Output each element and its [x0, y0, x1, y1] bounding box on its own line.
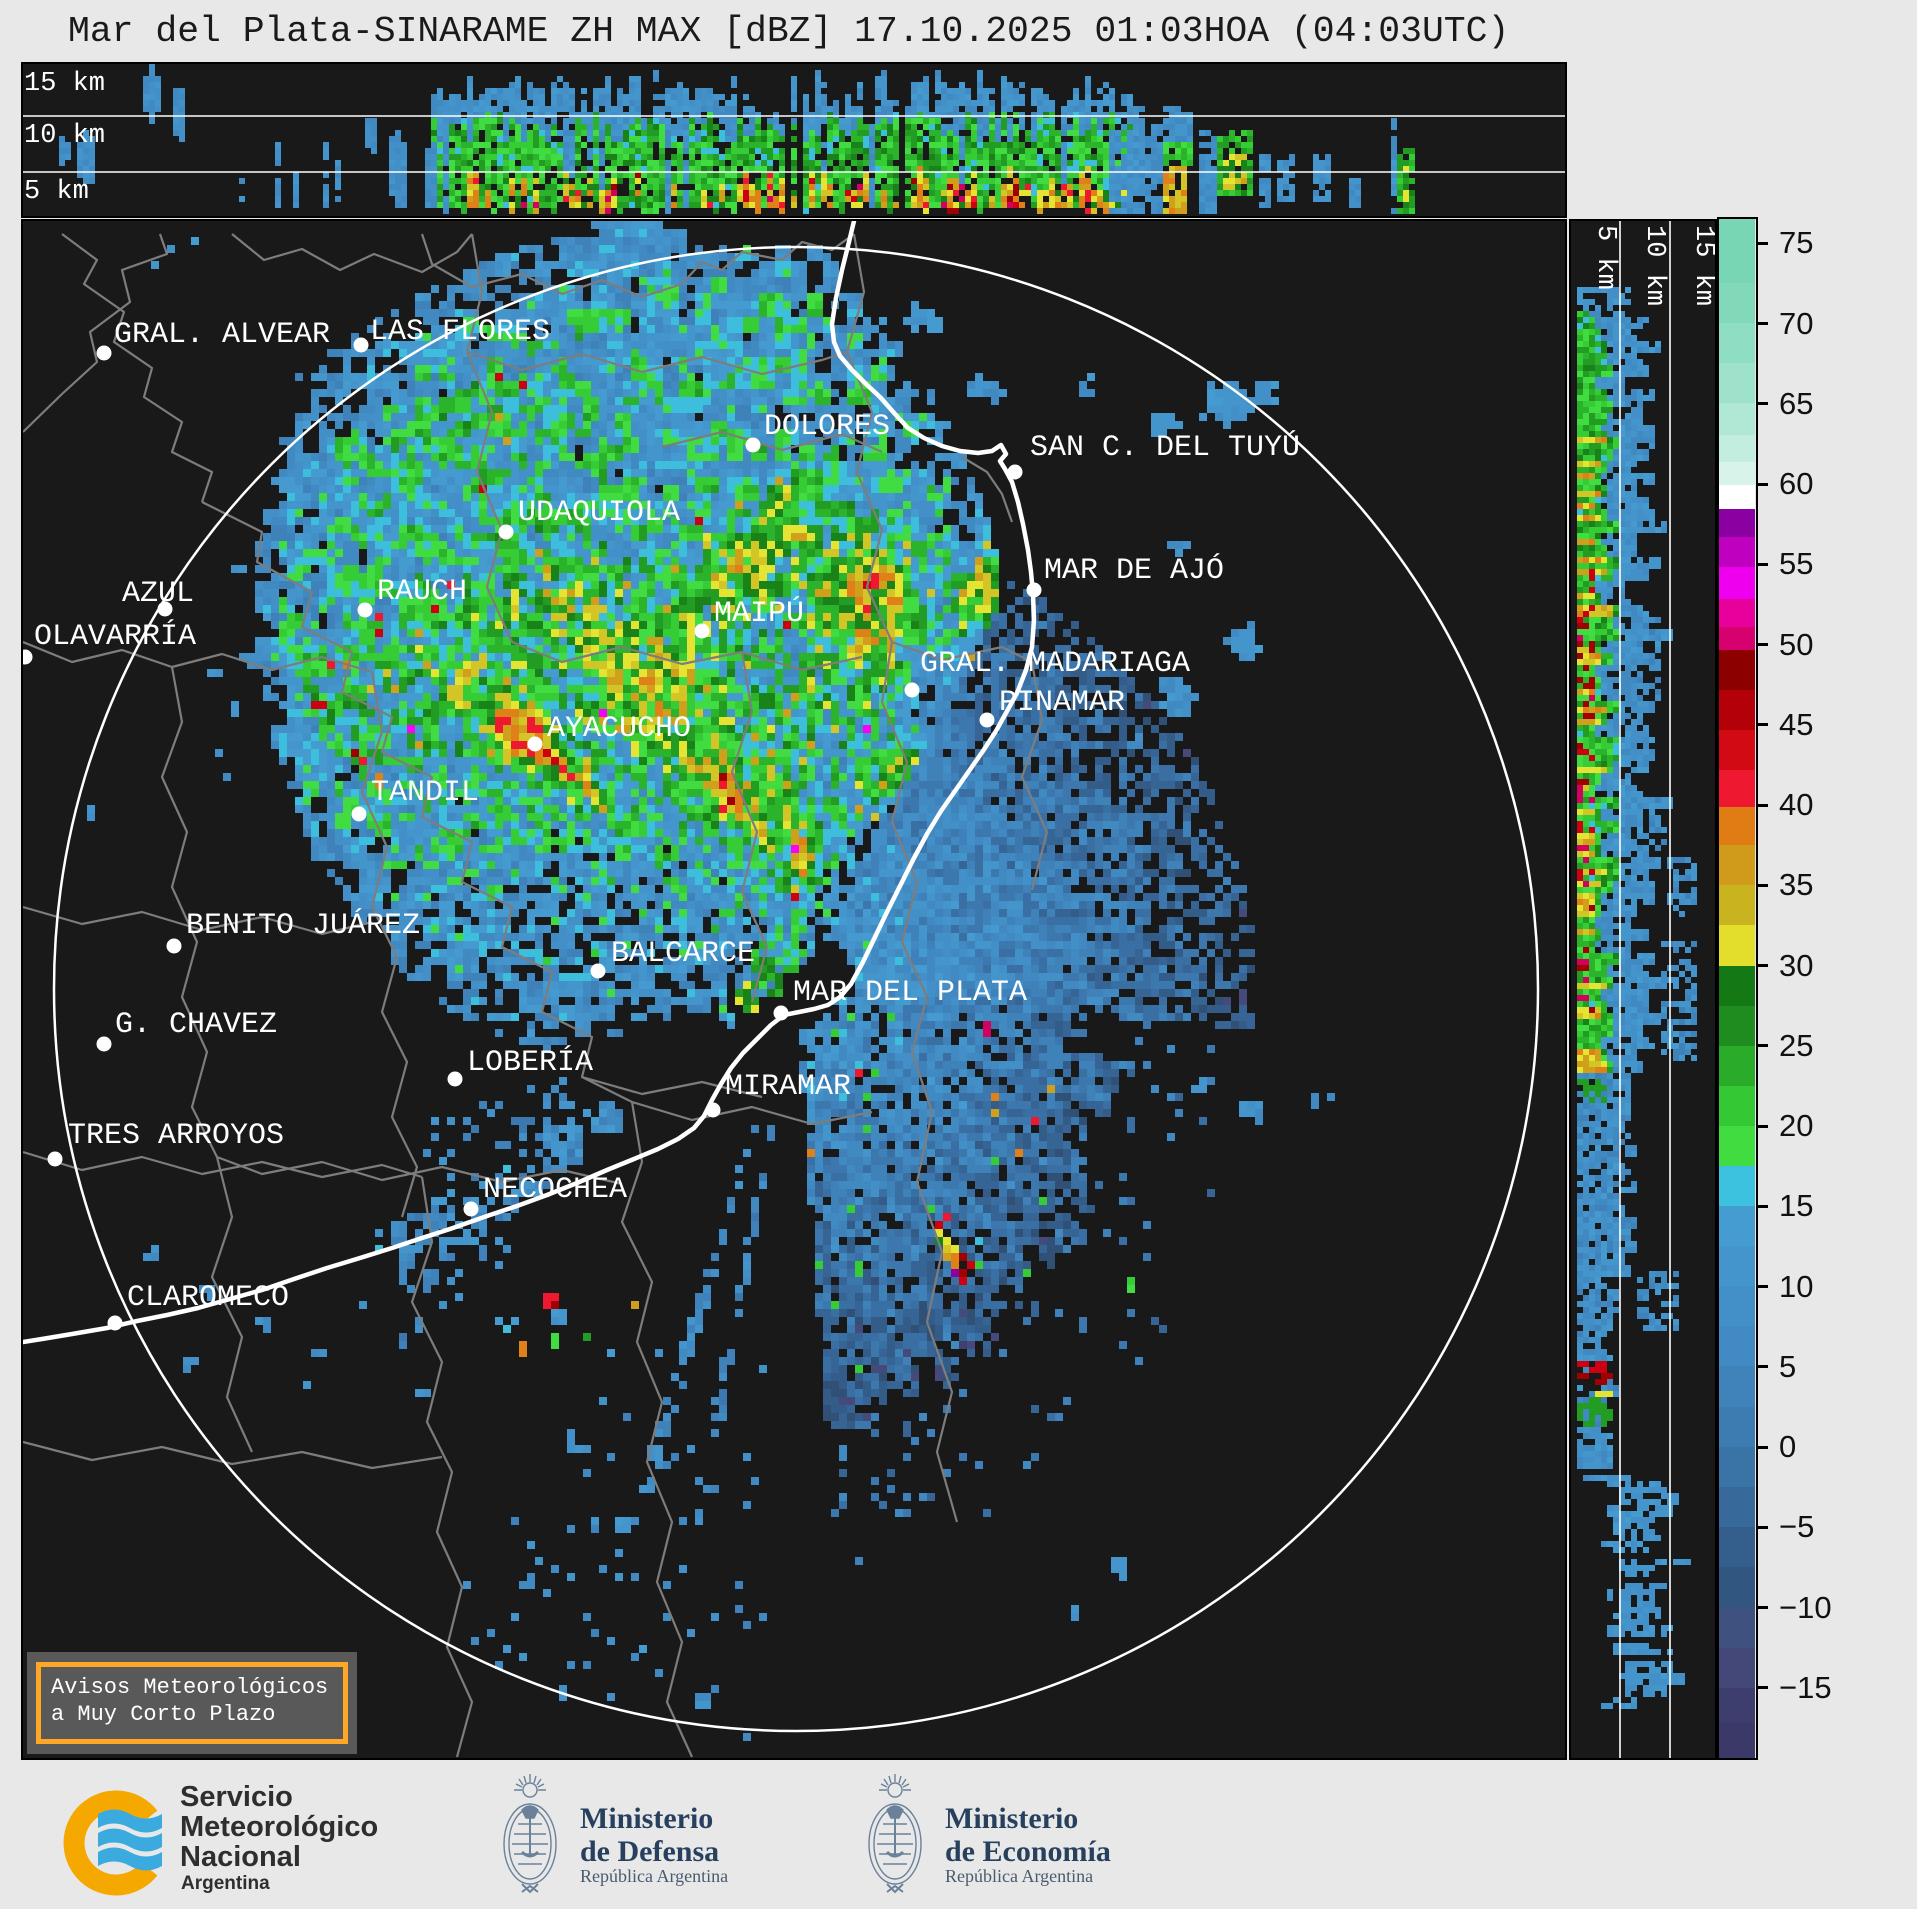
- svg-text:OLAVARRÍA: OLAVARRÍA: [34, 619, 196, 654]
- svg-text:15 km: 15 km: [1688, 225, 1715, 306]
- svg-text:BENITO JUÁREZ: BENITO JUÁREZ: [186, 908, 420, 943]
- svg-text:MAIPÚ: MAIPÚ: [714, 596, 804, 631]
- svg-text:AYACUCHO: AYACUCHO: [547, 712, 691, 746]
- svg-text:MAR DEL PLATA: MAR DEL PLATA: [793, 976, 1027, 1010]
- svg-text:TANDIL: TANDIL: [371, 776, 479, 810]
- svg-text:UDAQUIOLA: UDAQUIOLA: [518, 496, 680, 530]
- svg-text:AZUL: AZUL: [122, 577, 194, 611]
- svg-text:LAS FLORES: LAS FLORES: [370, 315, 550, 349]
- svg-text:TRES ARROYOS: TRES ARROYOS: [68, 1119, 284, 1153]
- svg-text:G. CHAVEZ: G. CHAVEZ: [115, 1008, 277, 1042]
- svg-text:DOLORES: DOLORES: [764, 410, 890, 444]
- svg-text:GRAL. ALVEAR: GRAL. ALVEAR: [114, 318, 330, 352]
- svg-text:BALCARCE: BALCARCE: [611, 937, 755, 971]
- svg-text:15 km: 15 km: [24, 69, 105, 99]
- svg-text:5 km: 5 km: [1590, 225, 1620, 290]
- svg-text:NECOCHEA: NECOCHEA: [483, 1173, 627, 1207]
- svg-text:PINAMAR: PINAMAR: [999, 686, 1125, 720]
- svg-text:10 km: 10 km: [24, 121, 105, 151]
- svg-text:RAUCH: RAUCH: [377, 575, 467, 609]
- svg-text:MAR DE AJÓ: MAR DE AJÓ: [1044, 553, 1224, 588]
- svg-text:GRAL. MADARIAGA: GRAL. MADARIAGA: [920, 647, 1190, 681]
- svg-text:SAN C. DEL TUYÚ: SAN C. DEL TUYÚ: [1030, 430, 1300, 465]
- svg-text:CLAROMECO: CLAROMECO: [127, 1281, 289, 1315]
- svg-text:MIRAMAR: MIRAMAR: [725, 1070, 851, 1104]
- svg-text:5 km: 5 km: [24, 177, 89, 207]
- svg-text:LOBERÍA: LOBERÍA: [467, 1045, 593, 1080]
- svg-text:10 km: 10 km: [1639, 225, 1669, 306]
